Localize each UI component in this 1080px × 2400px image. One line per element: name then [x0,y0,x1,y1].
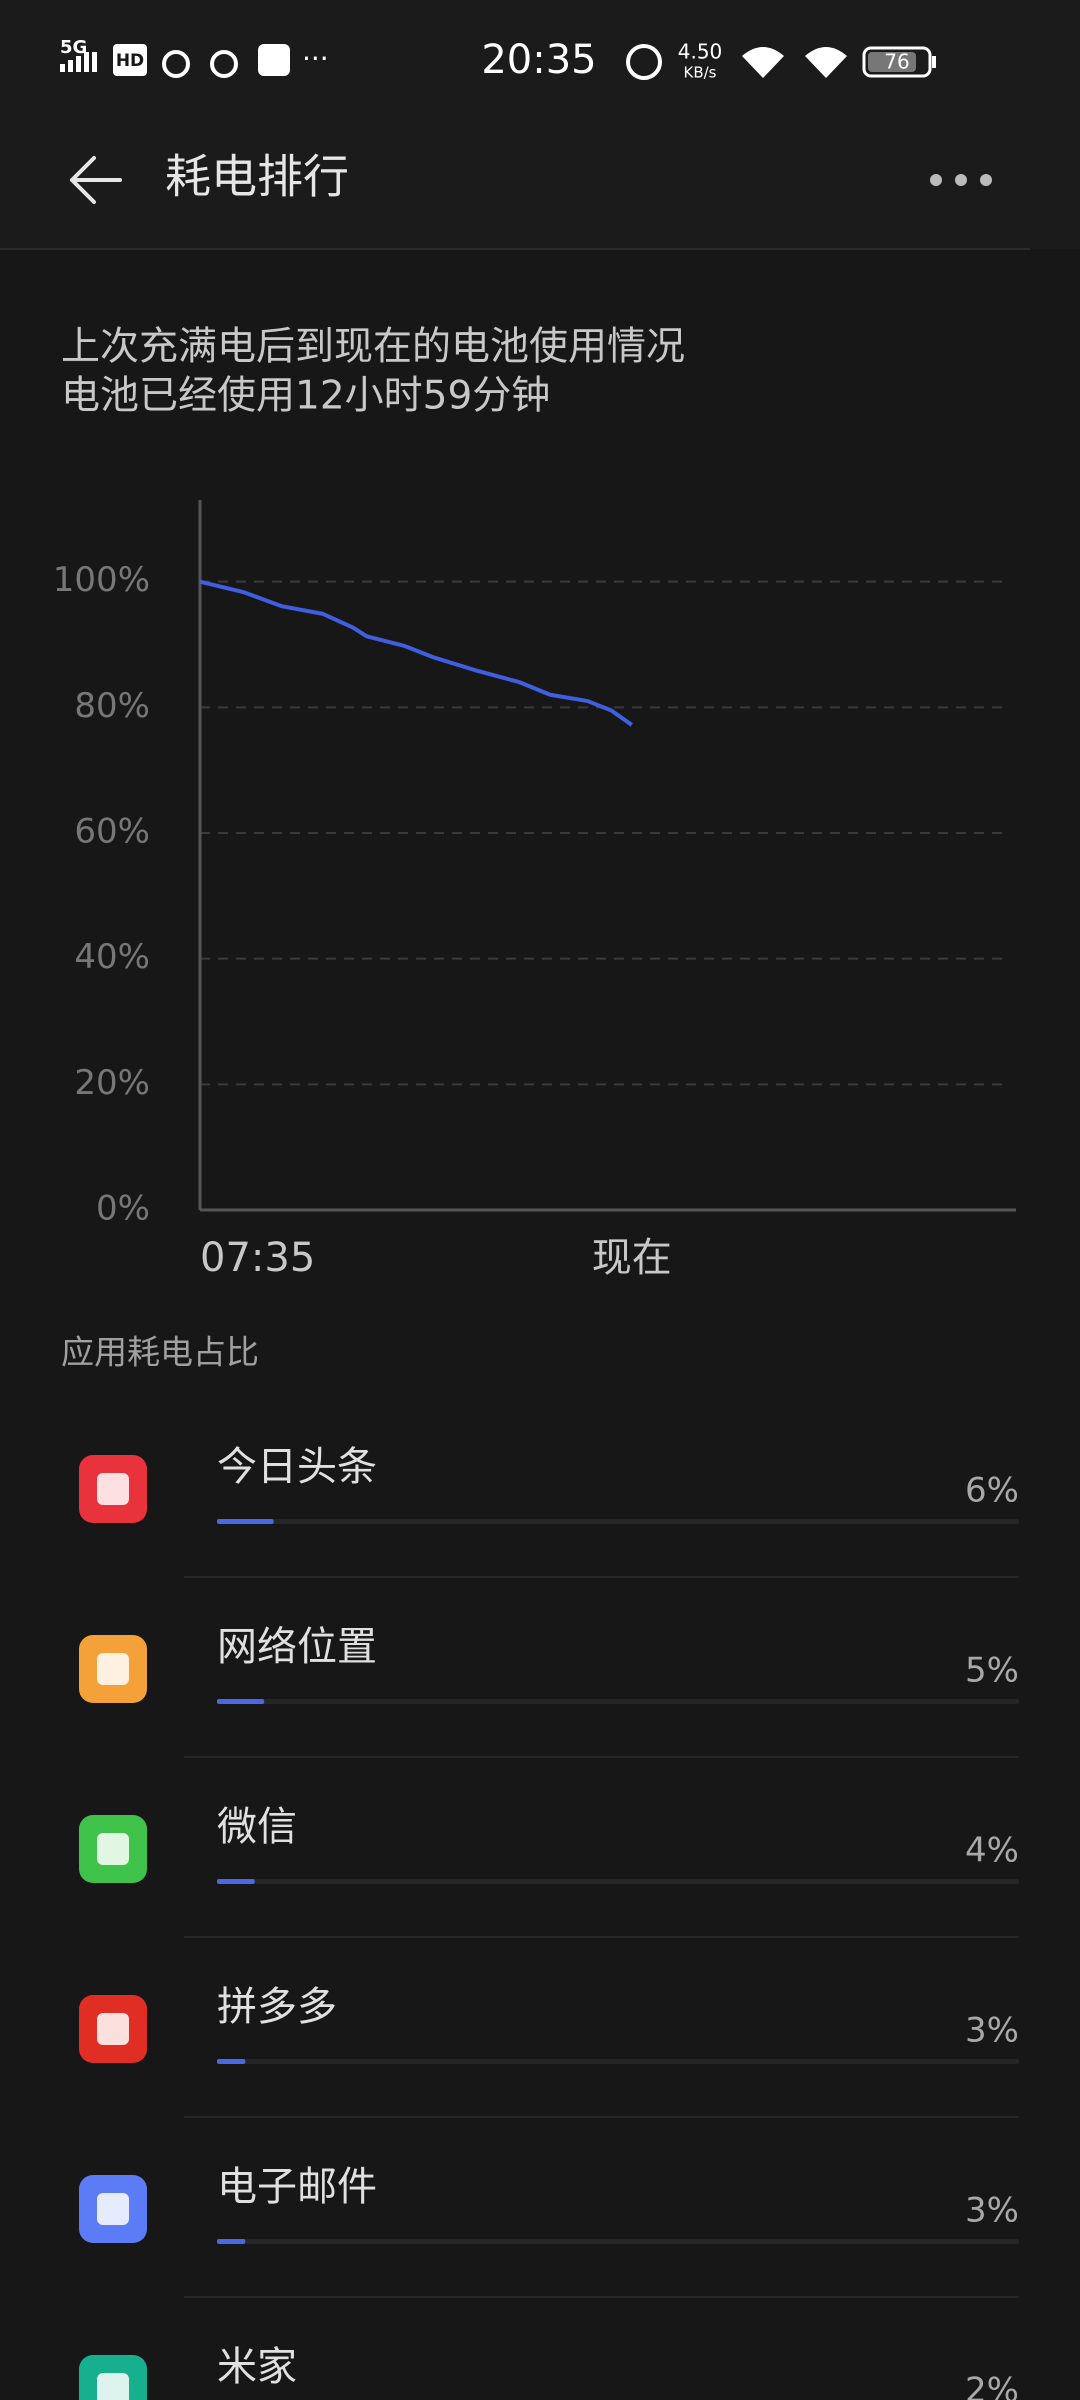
x-tick-label: 07:35 [200,1235,315,1281]
app-icon-inner [97,2013,129,2045]
app-icon-inner [97,1833,129,1865]
app-name: 今日头条 [217,1444,377,1490]
app-name: 拼多多 [217,1984,337,2030]
battery-percent: 76 [884,50,909,74]
back-button[interactable] [70,156,122,204]
usage-track [217,1519,1019,1524]
app-icon-inner [97,1473,129,1505]
more-notifications: ··· [302,42,329,75]
battery-level [868,52,916,72]
app-name: 微信 [217,1804,297,1850]
clock: 20:35 [481,37,596,83]
app-name: 米家 [217,2344,297,2390]
hd: HD [116,51,144,71]
usage-bar [217,1879,255,1884]
section-title: 应用耗电占比 [61,1333,259,1372]
app-icon-inner [97,2193,129,2225]
wifi-icon [742,47,784,78]
app-percent: 4% [965,1831,1019,1871]
y-tick-label: 100% [53,560,150,600]
x-tick-label: 现在 [592,1235,672,1281]
signal-icon [60,52,97,72]
y-tick-label: 0% [96,1189,150,1229]
summary-line: 电池已经使用12小时59分钟 [61,374,550,419]
app-icon [258,44,290,76]
usage-bar [217,1699,265,1704]
app-percent: 5% [965,1651,1019,1691]
app-percent: 3% [965,2191,1019,2231]
battery-icon [862,46,932,78]
app-icon-inner [97,2373,129,2400]
page-title: 耗电排行 [165,150,349,204]
usage-bar [217,2239,246,2244]
hd-box [113,44,147,76]
alarm-icon [626,44,662,80]
net-speed-unit: KB/s [684,64,717,82]
weibo-icon [162,50,190,78]
usage-track [217,1699,1019,1704]
usage-track [217,2059,1019,2064]
usage-bar [217,2059,246,2064]
y-tick-label: 60% [74,812,150,852]
wifi-icon [805,47,847,78]
app-name: 网络位置 [217,1624,377,1670]
app-percent: 6% [965,1471,1019,1511]
battery-tip [932,56,936,68]
usage-bar [217,1519,274,1524]
battery-line [199,579,633,727]
network: 5G [60,37,87,58]
y-tick-label: 40% [74,937,150,977]
y-tick-label: 20% [74,1063,150,1103]
app-percent: 2% [965,2371,1019,2400]
app-percent: 3% [965,2011,1019,2051]
app-name: 电子邮件 [217,2164,377,2210]
net-speed: 4.50 [678,40,723,64]
usage-track [217,2239,1019,2244]
usage-track [217,1879,1019,1884]
more-button[interactable] [930,174,992,186]
summary-line: 上次充满电后到现在的电池使用情况 [61,325,685,370]
top-area [0,0,1080,249]
app-icon-inner [97,1653,129,1685]
y-tick-label: 80% [74,686,150,726]
weibo-icon [210,50,238,78]
